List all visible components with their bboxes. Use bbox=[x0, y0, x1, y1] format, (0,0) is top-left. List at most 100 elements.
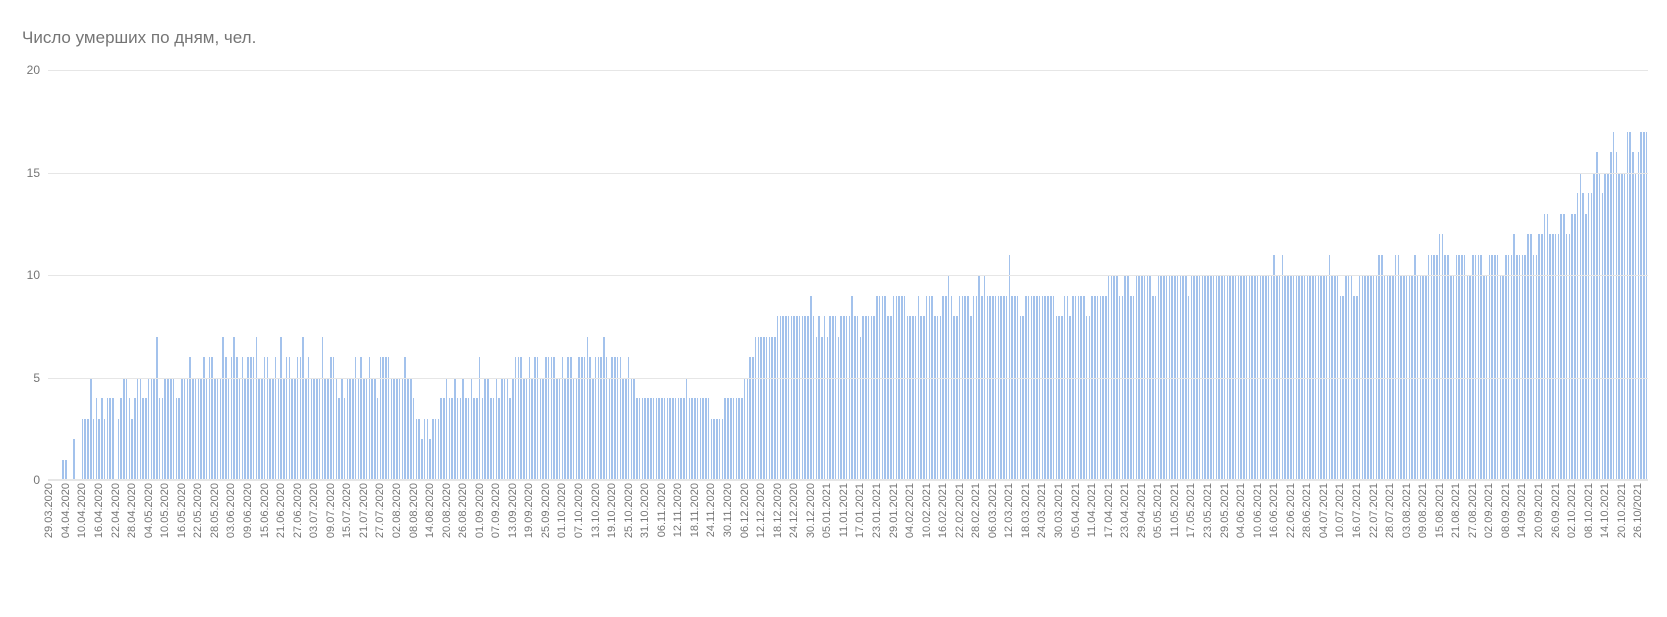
bar bbox=[1083, 296, 1085, 481]
x-tick-label: 13.09.2020 bbox=[507, 483, 519, 538]
bar bbox=[93, 419, 95, 481]
x-tick-label: 20.09.2021 bbox=[1533, 483, 1545, 538]
bar bbox=[658, 398, 660, 480]
bar bbox=[727, 398, 729, 480]
x-tick-label: 22.06.2021 bbox=[1285, 483, 1297, 538]
x-tick-label: 30.12.2020 bbox=[805, 483, 817, 538]
bar bbox=[443, 398, 445, 480]
bar bbox=[755, 337, 757, 481]
bar bbox=[1643, 132, 1645, 481]
bar bbox=[1056, 316, 1058, 480]
bar bbox=[1329, 255, 1331, 481]
bar bbox=[633, 378, 635, 481]
bar bbox=[766, 337, 768, 481]
bar bbox=[181, 378, 183, 481]
x-tick-label: 27.07.2020 bbox=[374, 483, 386, 538]
bar bbox=[228, 378, 230, 481]
bar bbox=[1544, 214, 1546, 481]
x-tick-label: 28.02.2021 bbox=[970, 483, 982, 538]
bar bbox=[336, 378, 338, 481]
bar bbox=[1436, 255, 1438, 481]
bar bbox=[280, 337, 282, 481]
bar bbox=[1638, 152, 1640, 480]
bar bbox=[225, 357, 227, 480]
bar bbox=[788, 316, 790, 480]
grid-line bbox=[48, 275, 1648, 276]
bar bbox=[843, 316, 845, 480]
bar bbox=[187, 378, 189, 481]
bar bbox=[796, 316, 798, 480]
bar bbox=[264, 357, 266, 480]
bar bbox=[926, 296, 928, 481]
bar bbox=[1629, 132, 1631, 481]
bar bbox=[1395, 255, 1397, 481]
x-tick-label: 19.10.2020 bbox=[606, 483, 618, 538]
grid-line bbox=[48, 378, 1648, 379]
bar bbox=[363, 378, 365, 481]
bar bbox=[1086, 316, 1088, 480]
bar bbox=[258, 378, 260, 481]
bar bbox=[620, 357, 622, 480]
bar bbox=[162, 398, 164, 480]
x-tick-label: 24.11.2020 bbox=[705, 483, 717, 537]
bar bbox=[1442, 234, 1444, 480]
x-tick-label: 03.06.2020 bbox=[225, 483, 237, 538]
bar bbox=[211, 357, 213, 480]
bar bbox=[987, 296, 989, 481]
bar bbox=[860, 337, 862, 481]
x-tick-label: 20.10.2021 bbox=[1616, 483, 1628, 538]
bar bbox=[438, 419, 440, 481]
y-tick-label: 20 bbox=[27, 63, 40, 77]
x-tick-label: 03.07.2020 bbox=[308, 483, 320, 538]
bar bbox=[562, 357, 564, 480]
bar bbox=[680, 398, 682, 480]
bar bbox=[1006, 296, 1008, 481]
bar bbox=[198, 378, 200, 481]
bar bbox=[1558, 234, 1560, 480]
x-tick-label: 06.12.2020 bbox=[739, 483, 751, 538]
x-tick-label: 10.02.2021 bbox=[921, 483, 933, 538]
bar bbox=[1555, 234, 1557, 480]
bar bbox=[611, 357, 613, 480]
bar bbox=[1003, 296, 1005, 481]
bar bbox=[741, 398, 743, 480]
bar bbox=[87, 419, 89, 481]
bar bbox=[661, 398, 663, 480]
bar bbox=[1428, 255, 1430, 481]
bar bbox=[882, 296, 884, 481]
bar bbox=[214, 378, 216, 481]
x-tick-label: 30.11.2020 bbox=[722, 483, 734, 537]
bar bbox=[529, 357, 531, 480]
bar bbox=[686, 378, 688, 481]
x-tick-label: 05.05.2021 bbox=[1152, 483, 1164, 538]
bar bbox=[1378, 255, 1380, 481]
x-tick-label: 18.11.2020 bbox=[689, 483, 701, 537]
bar bbox=[915, 316, 917, 480]
bar bbox=[598, 357, 600, 480]
bar bbox=[1009, 255, 1011, 481]
bar bbox=[1122, 296, 1124, 481]
bar bbox=[959, 296, 961, 481]
bar bbox=[1582, 193, 1584, 480]
bar bbox=[1538, 234, 1540, 480]
bar bbox=[156, 337, 158, 481]
bar bbox=[871, 316, 873, 480]
bar bbox=[744, 378, 746, 481]
bar bbox=[1022, 316, 1024, 480]
x-tick-label: 27.08.2021 bbox=[1467, 483, 1479, 538]
x-tick-label: 12.12.2020 bbox=[755, 483, 767, 538]
x-tick-label: 24.12.2020 bbox=[788, 483, 800, 538]
x-tick-label: 30.03.2021 bbox=[1053, 483, 1065, 538]
bar bbox=[622, 378, 624, 481]
bar bbox=[1020, 316, 1022, 480]
bar bbox=[454, 378, 456, 481]
bar bbox=[1464, 255, 1466, 481]
bar bbox=[545, 357, 547, 480]
bar bbox=[1571, 214, 1573, 481]
bar bbox=[763, 337, 765, 481]
grid-line bbox=[48, 70, 1648, 71]
bar bbox=[1091, 296, 1093, 481]
bar bbox=[451, 398, 453, 480]
bar bbox=[923, 316, 925, 480]
bar bbox=[730, 398, 732, 480]
